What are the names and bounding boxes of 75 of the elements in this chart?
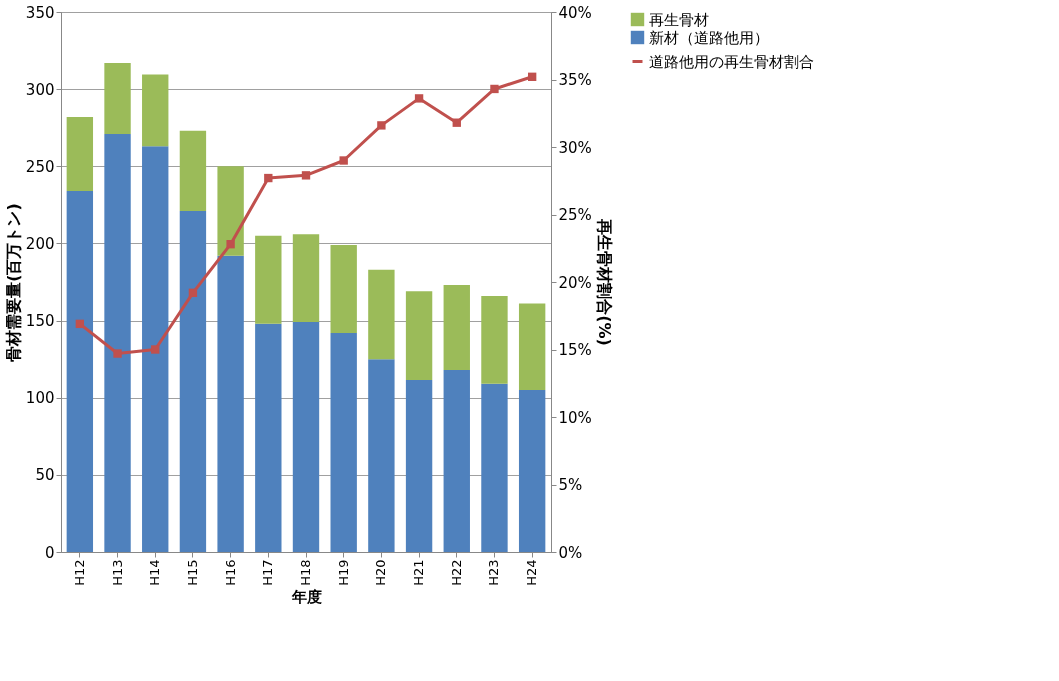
x-tick-label: H14 (147, 559, 163, 586)
x-tick-label: H20 (373, 559, 389, 586)
x-tick-label: H24 (524, 559, 540, 586)
legend-label: 道路他用の再生骨材割合 (649, 52, 814, 71)
bar (66, 190, 94, 552)
bar (368, 269, 395, 360)
bar (481, 295, 508, 384)
y-tick-label: 200 (25, 234, 55, 253)
x-tick-label: H12 (71, 559, 87, 586)
x-tick-label: H15 (184, 559, 200, 586)
bar (518, 390, 546, 552)
bar (104, 133, 131, 552)
bar (142, 74, 169, 147)
x-tick-label: H23 (486, 559, 502, 586)
point (264, 173, 273, 183)
y2-tick-label: 10% (558, 408, 592, 427)
bar (330, 332, 357, 552)
x-tick-label: H18 (298, 559, 313, 586)
y2-axis-title: 再生骨材割合(%) (594, 218, 614, 346)
x-tick-label: H13 (109, 559, 125, 586)
y2-tick-label: 35% (558, 71, 592, 89)
bar (481, 383, 508, 552)
bar (292, 234, 320, 323)
point (414, 94, 424, 103)
y-tick-label: 100 (25, 389, 55, 408)
bar (255, 323, 282, 552)
point (452, 118, 461, 127)
y-tick-label: 350 (25, 3, 55, 22)
bar (330, 244, 357, 333)
x-tick-label: H17 (260, 559, 276, 586)
y2-tick-label: 25% (558, 206, 592, 224)
bar (292, 322, 320, 552)
point (377, 121, 386, 130)
x-tick-label: H16 (222, 559, 238, 586)
bar (217, 166, 244, 256)
bar (179, 211, 207, 552)
y-tick-label: 50 (35, 466, 55, 485)
point (151, 345, 160, 354)
x-axis-title: 年度 (290, 587, 322, 606)
x-tick-label: H22 (448, 559, 464, 586)
y-tick-label: 300 (25, 80, 55, 99)
bar (518, 303, 546, 390)
bar (255, 235, 282, 324)
point (113, 349, 122, 358)
y2-tick-label: 40% (558, 3, 592, 22)
y2-tick-label: 15% (558, 341, 592, 359)
bar (217, 255, 244, 552)
y2-tick-label: 20% (558, 273, 592, 292)
bar (405, 379, 433, 552)
y-axis-title: 骨材需要量(百万トン) (3, 203, 23, 362)
point (301, 171, 311, 180)
y-tick-label: 250 (25, 157, 55, 176)
point (226, 240, 235, 249)
point (527, 72, 537, 81)
legend-label: 再生骨材 (649, 10, 709, 29)
y-tick-label: 150 (25, 312, 55, 331)
bar (104, 62, 131, 134)
bar (142, 146, 169, 552)
y2-tick-label: 5% (558, 476, 583, 494)
bar (368, 359, 395, 552)
point (339, 156, 348, 165)
point (490, 84, 499, 94)
bar (179, 130, 207, 212)
x-tick-label: H21 (411, 559, 427, 586)
point (75, 319, 85, 329)
x-tick-label: H19 (335, 559, 351, 586)
bar (66, 116, 94, 191)
bar (443, 369, 470, 552)
point (188, 288, 198, 297)
y2-tick-label: 0% (558, 543, 583, 562)
y2-tick-label: 30% (558, 138, 592, 157)
bar (405, 291, 433, 380)
legend-label: 新材（道路他用） (649, 28, 769, 47)
bar (443, 285, 470, 370)
y-tick-label: 0 (44, 543, 55, 562)
